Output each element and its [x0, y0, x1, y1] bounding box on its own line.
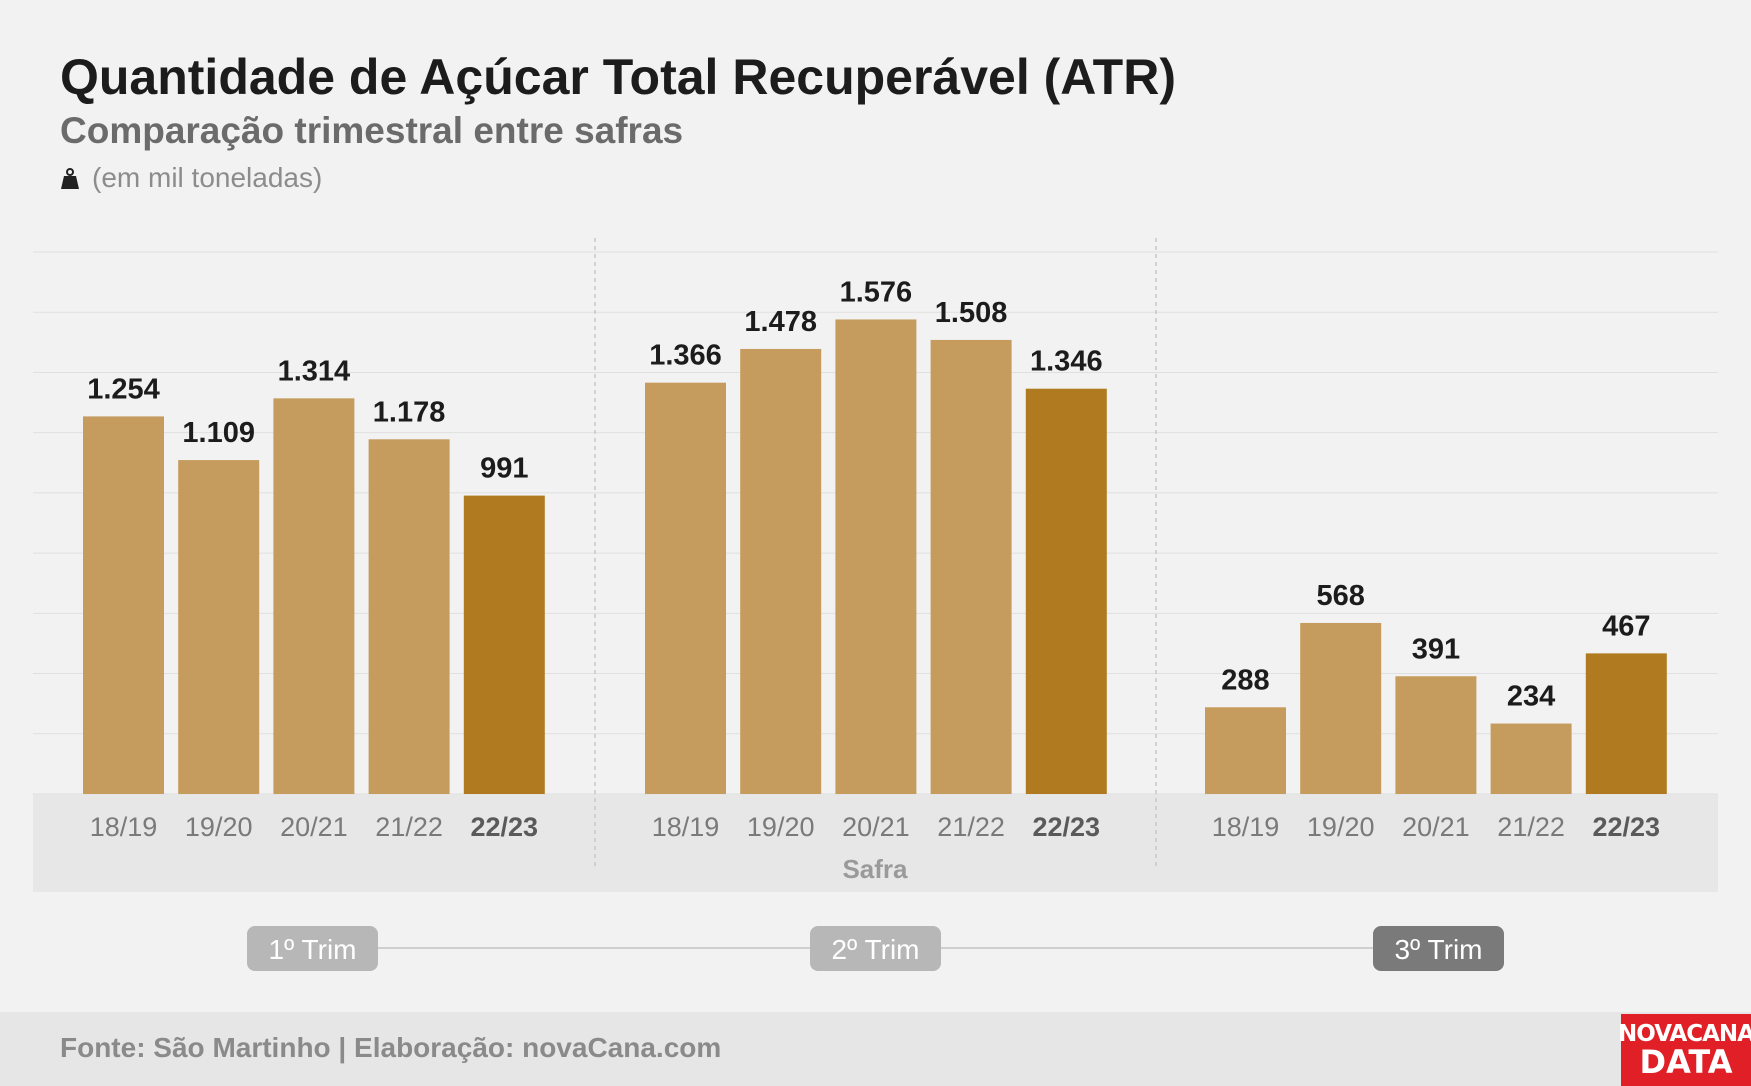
bar: [645, 382, 726, 794]
quarter-pill-label: 3º Trim: [1394, 934, 1482, 965]
bar: [1025, 388, 1107, 794]
bar-value-label: 1.314: [278, 355, 351, 387]
unit-label: (em mil toneladas): [92, 162, 323, 193]
bar: [1205, 707, 1286, 794]
bar-value-label: 467: [1602, 610, 1650, 642]
quarter-pill: [1373, 926, 1504, 971]
bar: [273, 398, 355, 794]
bar: [1300, 622, 1382, 794]
x-tick-label: 22/23: [1593, 812, 1661, 842]
bar: [740, 348, 822, 794]
bar-value-label: 991: [480, 453, 528, 485]
x-tick-label: 18/19: [1212, 812, 1280, 842]
novacana-data-logo: NOVACANA DATA: [1618, 1014, 1751, 1086]
x-tick-label: 20/21: [280, 812, 348, 842]
bar-value-label: 1.109: [182, 417, 255, 449]
x-tick-label: 20/21: [1402, 812, 1470, 842]
bar-value-label: 1.576: [840, 276, 913, 308]
bar-value-label: 288: [1221, 664, 1269, 696]
logo-line-1: NOVACANA: [1618, 1020, 1751, 1047]
bar: [930, 339, 1012, 794]
quarter-pill: [810, 926, 941, 971]
bar: [1395, 676, 1477, 794]
x-tick-label: 21/22: [937, 812, 1005, 842]
bar-value-label: 1.254: [87, 373, 160, 405]
bar-value-label: 1.346: [1030, 346, 1103, 378]
x-tick-label: 20/21: [842, 812, 910, 842]
bar-value-label: 1.178: [373, 396, 446, 428]
weight-icon: [61, 168, 79, 189]
logo-line-2: DATA: [1639, 1042, 1733, 1081]
quarter-pill-label: 2º Trim: [831, 934, 919, 965]
x-axis-band: [33, 794, 1718, 892]
bar: [368, 439, 450, 794]
bar-chart: 1.254 18/19 1.109 19/20 1.314 20/21 1.178 21/22…: [33, 238, 1718, 971]
quarter-pill-label: 1º Trim: [268, 934, 356, 965]
bar: [835, 319, 917, 794]
bar-value-label: 234: [1507, 681, 1555, 713]
x-tick-label: 19/20: [1307, 812, 1375, 842]
x-tick-label: 18/19: [652, 812, 720, 842]
bar: [1585, 653, 1667, 794]
x-tick-label: 22/23: [471, 812, 539, 842]
x-tick-label: 19/20: [747, 812, 815, 842]
x-tick-label: 21/22: [1497, 812, 1565, 842]
x-tick-label: 22/23: [1033, 812, 1101, 842]
x-axis-title: Safra: [842, 854, 908, 884]
bar: [1490, 723, 1572, 794]
bar: [83, 416, 164, 794]
source-text: Fonte: São Martinho | Elaboração: novaCa…: [60, 1032, 722, 1063]
bar-value-label: 1.478: [744, 306, 817, 338]
bar-value-label: 391: [1412, 633, 1460, 665]
bar-value-label: 1.508: [935, 297, 1008, 329]
chart-subtitle: Comparação trimestral entre safras: [60, 110, 684, 151]
chart-title: Quantidade de Açúcar Total Recuperável (…: [60, 49, 1176, 105]
bar: [463, 495, 545, 794]
bar: [178, 460, 260, 794]
unit-label-row: (em mil toneladas): [60, 162, 322, 194]
x-tick-label: 18/19: [90, 812, 158, 842]
footer: Fonte: São Martinho | Elaboração: novaCa…: [0, 1012, 1751, 1086]
x-tick-label: 21/22: [375, 812, 443, 842]
x-tick-label: 19/20: [185, 812, 253, 842]
bar-value-label: 1.366: [649, 340, 722, 372]
quarter-pill: [247, 926, 378, 971]
bar-value-label: 568: [1317, 580, 1365, 612]
